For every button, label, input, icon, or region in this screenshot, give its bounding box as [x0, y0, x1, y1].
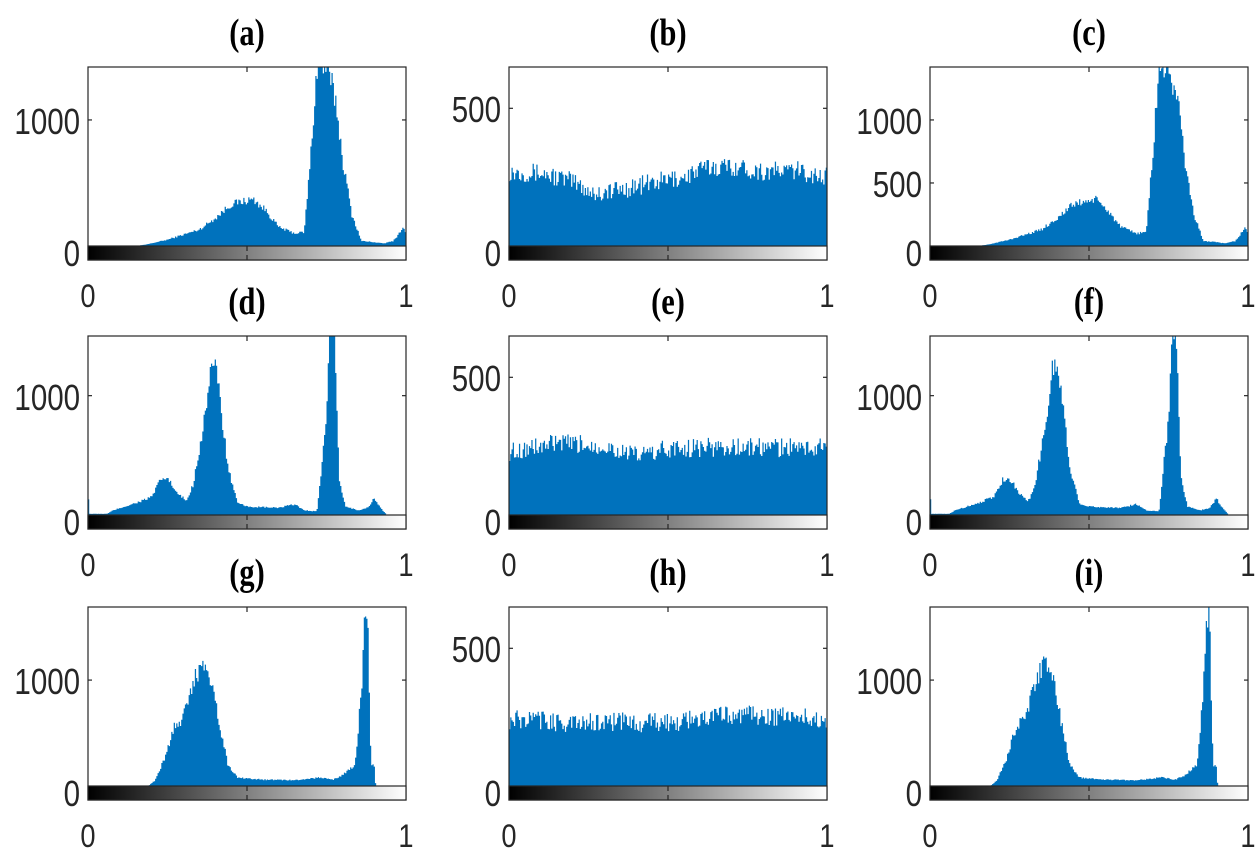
x-tick-label: 0: [80, 278, 96, 314]
y-tick-label: 0: [905, 773, 922, 814]
x-tick-label: 1: [398, 547, 414, 583]
y-tick-label: 0: [63, 773, 80, 814]
y-tick-label: 1000: [856, 100, 923, 142]
histogram-bars: [509, 434, 827, 515]
panel-title: (i): [1074, 552, 1104, 594]
y-tick-label: 0: [63, 233, 80, 274]
histogram-plot: [87, 335, 407, 530]
y-tick-label: 0: [484, 502, 501, 543]
panel-title: (d): [228, 281, 266, 323]
y-tick-label: 1000: [14, 661, 81, 703]
x-tick-label: 1: [1240, 278, 1255, 314]
panel-d: (d) 1000 0 0 1: [0, 269, 420, 581]
histogram-bars: [930, 607, 1248, 786]
panel-a: (a) 1000 0 0 1: [0, 0, 420, 312]
x-tick-label: 0: [501, 278, 517, 314]
panel-h: (h) 500 0 0 1: [421, 540, 841, 852]
x-tick-label: 0: [922, 818, 938, 854]
y-tick-label: 0: [63, 502, 80, 543]
x-tick-label: 1: [1240, 547, 1255, 583]
axes-box: [929, 335, 1249, 530]
y-tick-label: 1000: [856, 661, 923, 703]
x-tick-label: 0: [922, 278, 938, 314]
y-tick-label: 0: [905, 502, 922, 543]
panel-g: (g) 1000 0 0 1: [0, 540, 420, 852]
histogram-bars: [930, 336, 1248, 515]
y-tick-label: 0: [484, 773, 501, 814]
x-tick-label: 0: [501, 547, 517, 583]
panel-b: (b) 500 0 0 1: [421, 0, 841, 312]
panel-title: (b): [649, 12, 687, 54]
y-tick-label: 500: [872, 163, 922, 205]
histogram-bars: [88, 616, 406, 786]
y-tick-label: 1000: [856, 376, 923, 418]
panel-i: (i) 1000 0 0 1: [842, 540, 1255, 852]
panel-e: (e) 500 0 0 1: [421, 269, 841, 581]
y-tick-label: 500: [451, 89, 501, 131]
x-tick-label: 0: [501, 818, 517, 854]
x-tick-label: 1: [819, 278, 835, 314]
histogram-bars: [930, 67, 1248, 246]
panel-title: (a): [229, 12, 265, 54]
panel-title: (e): [651, 281, 685, 323]
histogram-bars: [88, 336, 406, 515]
panel-title: (h): [649, 552, 687, 594]
y-tick-label: 1000: [14, 376, 81, 418]
x-tick-label: 1: [398, 818, 414, 854]
histogram-plot: [929, 66, 1249, 261]
y-tick-label: 1000: [14, 100, 81, 142]
histogram-bars: [509, 705, 827, 786]
histogram-bars: [88, 67, 406, 246]
panel-title: (c): [1072, 12, 1106, 54]
x-tick-label: 1: [819, 547, 835, 583]
histogram-bars: [509, 159, 827, 246]
histogram-plot: [508, 66, 828, 261]
histogram-plot: [508, 606, 828, 801]
histogram-plot: [929, 606, 1249, 801]
histogram-plot: [929, 335, 1249, 530]
y-tick-label: 500: [451, 629, 501, 671]
panel-f: (f) 1000 0 0 1: [842, 269, 1255, 581]
x-tick-label: 0: [922, 547, 938, 583]
histogram-plot: [87, 606, 407, 801]
axes-box: [87, 335, 407, 530]
x-tick-label: 1: [398, 278, 414, 314]
y-tick-label: 0: [905, 233, 922, 274]
y-tick-label: 500: [451, 358, 501, 400]
histogram-plot: [508, 335, 828, 530]
x-tick-label: 0: [80, 547, 96, 583]
x-tick-label: 1: [819, 818, 835, 854]
x-tick-label: 1: [1240, 818, 1255, 854]
histogram-plot: [87, 66, 407, 261]
x-tick-label: 0: [80, 818, 96, 854]
panel-c: (c) 1000 500 0 0 1: [842, 0, 1255, 312]
panel-title: (f): [1073, 281, 1105, 323]
panel-title: (g): [229, 552, 265, 594]
y-tick-label: 0: [484, 233, 501, 274]
